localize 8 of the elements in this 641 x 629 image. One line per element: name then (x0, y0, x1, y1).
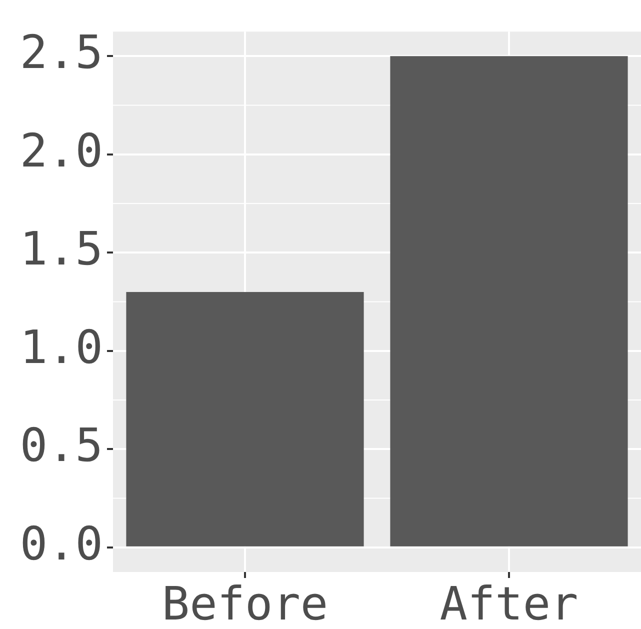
y-tick-label: 2.0 (20, 123, 103, 178)
x-tick-label: After (440, 576, 578, 629)
y-tick-label: 2.5 (20, 25, 103, 80)
x-tick-label: Before (162, 576, 328, 629)
y-tick-label: 0.5 (20, 418, 103, 472)
y-tick-label: 1.0 (20, 320, 103, 374)
y-tick-label: 1.5 (20, 222, 103, 276)
y-tick-label: 0.0 (20, 516, 103, 570)
